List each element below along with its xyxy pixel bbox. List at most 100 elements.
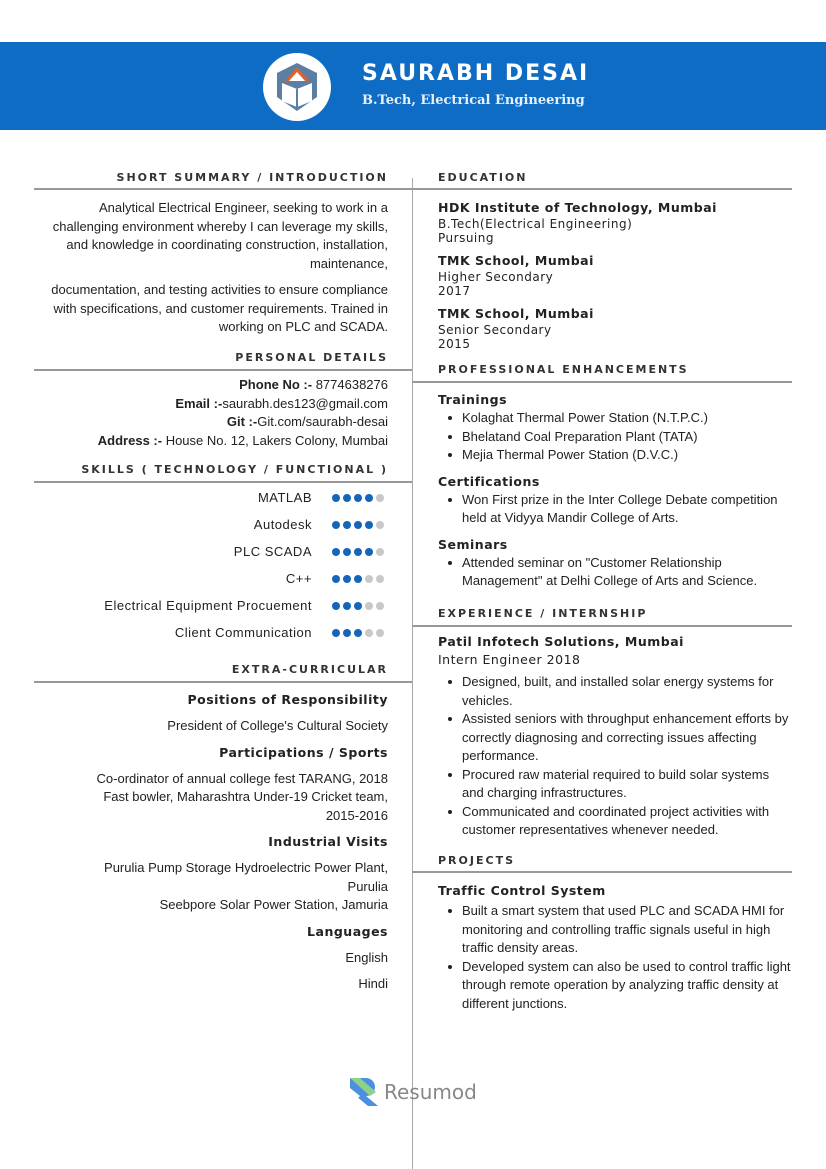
experience-bullet: Procured raw material required to build …	[438, 766, 792, 803]
rating-dot-filled	[354, 574, 362, 583]
rating-dot-filled	[354, 547, 362, 556]
education-year: 2015	[438, 337, 471, 351]
column-divider	[412, 178, 413, 1169]
education-list: HDK Institute of Technology, Mumbai B.Tec…	[438, 199, 792, 351]
divider	[412, 381, 792, 383]
phone-row: Phone No :- 8774638276	[34, 376, 388, 395]
git-row[interactable]: Git :-Git.com/saurabh-desai	[34, 413, 388, 432]
skill-rating	[332, 547, 388, 556]
divider	[412, 625, 792, 627]
divider	[34, 188, 412, 190]
certifications-title: Certifications	[438, 473, 540, 489]
project-bullet: Built a smart system that used PLC and S…	[438, 902, 792, 958]
project-bullet: Developed system can also be used to con…	[438, 958, 792, 1014]
seminar-item: Attended seminar on "Customer Relationsh…	[438, 554, 792, 591]
visit-item: Purulia Pump Storage Hydroelectric Power…	[104, 860, 388, 894]
skill-name: C++	[285, 571, 312, 586]
education-detail: Senior Secondary	[438, 323, 552, 337]
school-name: HDK Institute of Technology, Mumbai	[438, 200, 717, 215]
experience-bullet: Communicated and coordinated project act…	[438, 803, 792, 840]
rating-dot-filled	[365, 547, 373, 556]
candidate-degree: B.Tech, Electrical Engineering	[362, 93, 585, 108]
rating-dot-filled	[343, 520, 351, 529]
personal-heading: PERSONAL DETAILS	[235, 351, 388, 364]
skill-row: C++	[34, 565, 388, 592]
training-item: Mejia Thermal Power Station (D.V.C.)	[438, 446, 792, 465]
rating-dot-filled	[343, 628, 351, 637]
experience-bullet: Designed, built, and installed solar ene…	[438, 673, 792, 710]
resumod-watermark: Resumod	[348, 1076, 477, 1108]
education-item: TMK School, Mumbai Senior Secondary 2015	[438, 305, 792, 351]
summary-heading: SHORT SUMMARY / INTRODUCTION	[116, 171, 388, 184]
rating-dot-filled	[343, 574, 351, 583]
rating-dot-filled	[343, 601, 351, 610]
git-label: Git :-	[226, 414, 258, 429]
skill-rating	[332, 628, 388, 637]
enhancements-heading: PROFESSIONAL ENHANCEMENTS	[438, 363, 689, 376]
divider	[412, 188, 792, 190]
education-item: TMK School, Mumbai Higher Secondary 2017	[438, 252, 792, 298]
rating-dot-empty	[365, 601, 373, 610]
projects: Traffic Control System Built a smart sys…	[438, 882, 792, 1013]
seminars-title: Seminars	[438, 536, 508, 552]
languages-title: Languages	[307, 923, 388, 939]
rating-dot-filled	[365, 520, 373, 529]
address-row: Address :- House No. 12, Lakers Colony, …	[34, 432, 388, 451]
phone-value: 8774638276	[312, 377, 388, 392]
skills-list: MATLAB Autodesk PLC SCADA C++ Electrical Equ…	[34, 484, 388, 646]
participation-item: Co-ordinator of annual college fest TARA…	[96, 770, 388, 786]
rating-dot-filled	[343, 547, 351, 556]
skill-name: MATLAB	[257, 490, 312, 505]
skills-heading: SKILLS ( TECHNOLOGY / FUNCTIONAL )	[81, 463, 388, 476]
rating-dot-empty	[376, 493, 384, 502]
address-value: House No. 12, Lakers Colony, Mumbai	[162, 432, 388, 448]
visit-item: Seebpore Solar Power Station, Jamuria	[159, 897, 388, 912]
positions-title: Positions of Responsibility	[187, 692, 388, 707]
training-item: Bhelatand Coal Preparation Plant (TATA)	[438, 428, 792, 447]
trainings-title: Trainings	[438, 392, 508, 407]
rating-dot-filled	[332, 493, 340, 502]
language-item: Hindi	[358, 976, 388, 991]
training-item: Kolaghat Thermal Power Station (N.T.P.C.…	[438, 409, 792, 428]
projects-heading: PROJECTS	[438, 854, 515, 867]
rating-dot-empty	[376, 547, 384, 556]
education-detail: Higher Secondary	[438, 270, 554, 284]
address-label: Address :-	[97, 432, 163, 448]
language-item: English	[345, 949, 388, 965]
rating-dot-filled	[332, 520, 340, 529]
resumod-logo-icon	[350, 1078, 378, 1106]
extra-curricular: Positions of Responsibility President of…	[34, 691, 388, 994]
rating-dot-empty	[365, 628, 373, 637]
skill-name: PLC SCADA	[233, 544, 312, 559]
watermark-text: Resumod	[384, 1080, 477, 1104]
logo-book-mountain-icon	[263, 53, 331, 121]
school-name: TMK School, Mumbai	[438, 253, 594, 268]
git-value[interactable]: Git.com/saurabh-desai	[257, 414, 388, 429]
enhancements: Trainings Kolaghat Thermal Power Station…	[438, 391, 792, 591]
rating-dot-empty	[376, 520, 384, 529]
education-item: HDK Institute of Technology, Mumbai B.Tec…	[438, 199, 792, 245]
skill-name: Client Communication	[174, 625, 312, 640]
rating-dot-empty	[365, 574, 373, 583]
rating-dot-filled	[365, 493, 373, 502]
experience: Patil Infotech Solutions, Mumbai Intern …	[438, 633, 792, 840]
rating-dot-filled	[354, 628, 362, 637]
project-name: Traffic Control System	[438, 883, 606, 898]
school-name: TMK School, Mumbai	[438, 306, 594, 321]
rating-dot-filled	[354, 520, 362, 529]
candidate-name: SAURABH DESAI	[362, 61, 590, 86]
rating-dot-filled	[332, 601, 340, 610]
email-row[interactable]: Email :-saurabh.des123@gmail.com	[34, 395, 388, 414]
email-value[interactable]: saurabh.des123@gmail.com	[222, 395, 388, 411]
skill-rating	[332, 574, 388, 583]
divider	[34, 369, 412, 371]
summary-paragraph: documentation, and testing activities to…	[51, 282, 388, 334]
phone-label: Phone No :-	[239, 377, 313, 392]
skill-row: PLC SCADA	[34, 538, 388, 565]
divider	[34, 681, 412, 683]
participation-item: Fast bowler, Maharashtra Under-19 Cricke…	[103, 789, 388, 823]
header-banner	[0, 42, 826, 130]
skill-rating	[332, 601, 388, 610]
education-detail: B.Tech(Electrical Engineering)	[438, 217, 633, 231]
summary-text: Analytical Electrical Engineer, seeking …	[34, 199, 388, 337]
